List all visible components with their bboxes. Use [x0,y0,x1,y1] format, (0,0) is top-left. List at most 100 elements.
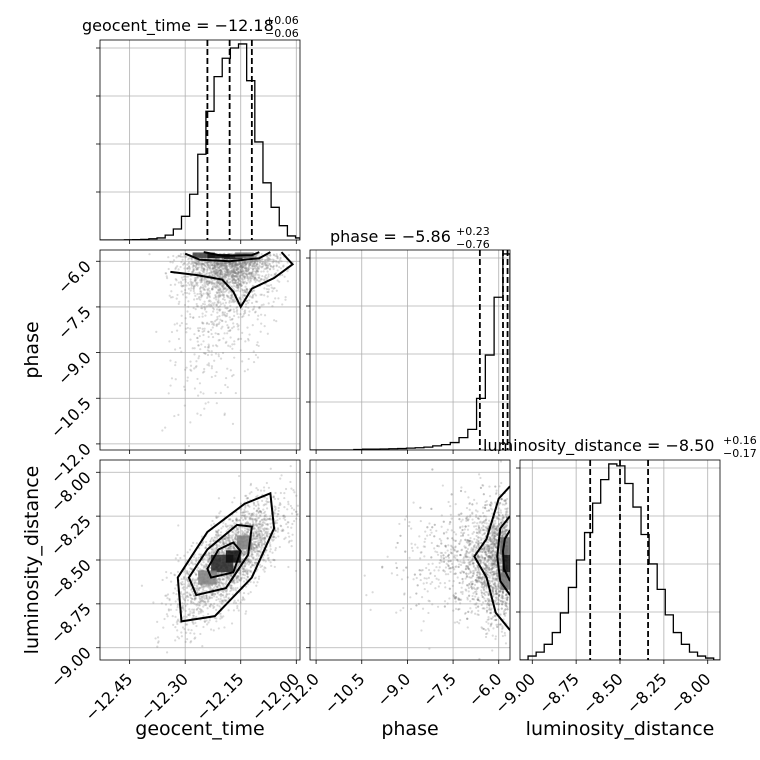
scatter-point [200,265,203,268]
scatter-point [255,509,259,512]
scatter-point [170,290,173,293]
scatter-point [238,526,241,529]
scatter-point [210,305,213,308]
scatter-point [248,561,252,565]
scatter-point [265,549,268,552]
scatter-point [224,270,227,273]
scatter-point [222,577,225,581]
scatter-point [197,261,200,264]
scatter-point [237,287,240,290]
scatter-point [216,317,219,321]
scatter-point [237,316,240,319]
scatter-point [212,303,215,306]
scatter-point [269,254,272,257]
y-tick-label-p20-0: −9.00 [47,643,95,691]
scatter-point [237,271,240,275]
scatter-point [204,261,207,264]
scatter-point [217,577,220,581]
scatter-point [214,391,217,395]
scatter-point [261,542,264,546]
scatter-point [216,332,219,336]
scatter-point [236,276,239,279]
scatter-point [164,426,167,429]
scatter-point [223,261,226,265]
scatter-point [225,279,229,282]
scatter-point [242,269,245,273]
scatter-point [263,267,266,271]
scatter-point [215,516,218,519]
scatter-point [226,268,229,271]
scatter-point [198,315,201,319]
scatter-point [235,262,238,265]
scatter-point [270,286,273,289]
scatter-point [239,601,242,604]
scatter-point [222,543,225,546]
scatter-point [196,281,199,284]
scatter-point [174,557,177,560]
scatter-point [283,496,286,500]
scatter-point [215,596,218,599]
scatter-point [200,278,203,281]
scatter-point [224,538,227,541]
scatter-point [236,273,239,276]
scatter-point [200,296,203,299]
scatter-point [212,592,215,595]
scatter-point [241,268,244,271]
scatter-point [211,548,214,551]
scatter-point [470,586,473,589]
scatter-point [219,541,222,544]
scatter-point [235,263,238,266]
scatter-point [295,517,298,520]
scatter-point [238,572,241,575]
scatter-point [273,559,276,562]
scatter-point [237,599,240,602]
scatter-point [234,262,237,265]
scatter-point [212,549,216,552]
scatter-point [205,596,208,599]
scatter-point [216,545,219,548]
scatter-point [252,360,256,364]
scatter-point [276,515,279,518]
scatter-point [250,301,254,305]
scatter-point [195,581,199,585]
scatter-point [255,513,258,516]
scatter-point [247,270,250,273]
scatter-point [268,254,272,257]
hist-panel-luminosity-distance: −9.00−8.75−8.50−8.25−8.00 [491,459,721,717]
scatter-point [183,303,187,307]
scatter-point [236,580,239,584]
scatter-point [247,512,250,515]
scatter-point [500,521,503,524]
scatter-point [235,577,238,580]
scatter-point [204,565,207,569]
scatter-point [209,542,212,546]
scatter-point [264,541,267,544]
scatter-point [253,266,256,269]
scatter-point [177,637,181,640]
scatter-point [255,537,259,540]
scatter-point [206,291,209,294]
scatter-point [249,260,253,264]
scatter-point [221,351,225,355]
scatter-point [218,309,221,312]
scatter-point [210,538,213,541]
scatter-point [251,538,254,541]
scatter-point [241,331,244,334]
scatter-point [504,593,508,597]
scatter-point [291,533,294,536]
scatter-point [282,264,285,267]
scatter-point [233,278,236,281]
scatter-point [203,308,207,311]
scatter-point [238,262,242,266]
scatter-point [199,553,203,556]
scatter-point [179,556,182,560]
scatter-point [207,330,210,333]
scatter-point [222,542,225,545]
scatter-point [198,600,201,603]
scatter-point [168,599,171,602]
scatter-point [206,598,210,601]
scatter-point [433,535,436,538]
hist-step-phase [310,253,510,450]
scatter-point [209,588,212,591]
scatter-point [248,522,252,525]
